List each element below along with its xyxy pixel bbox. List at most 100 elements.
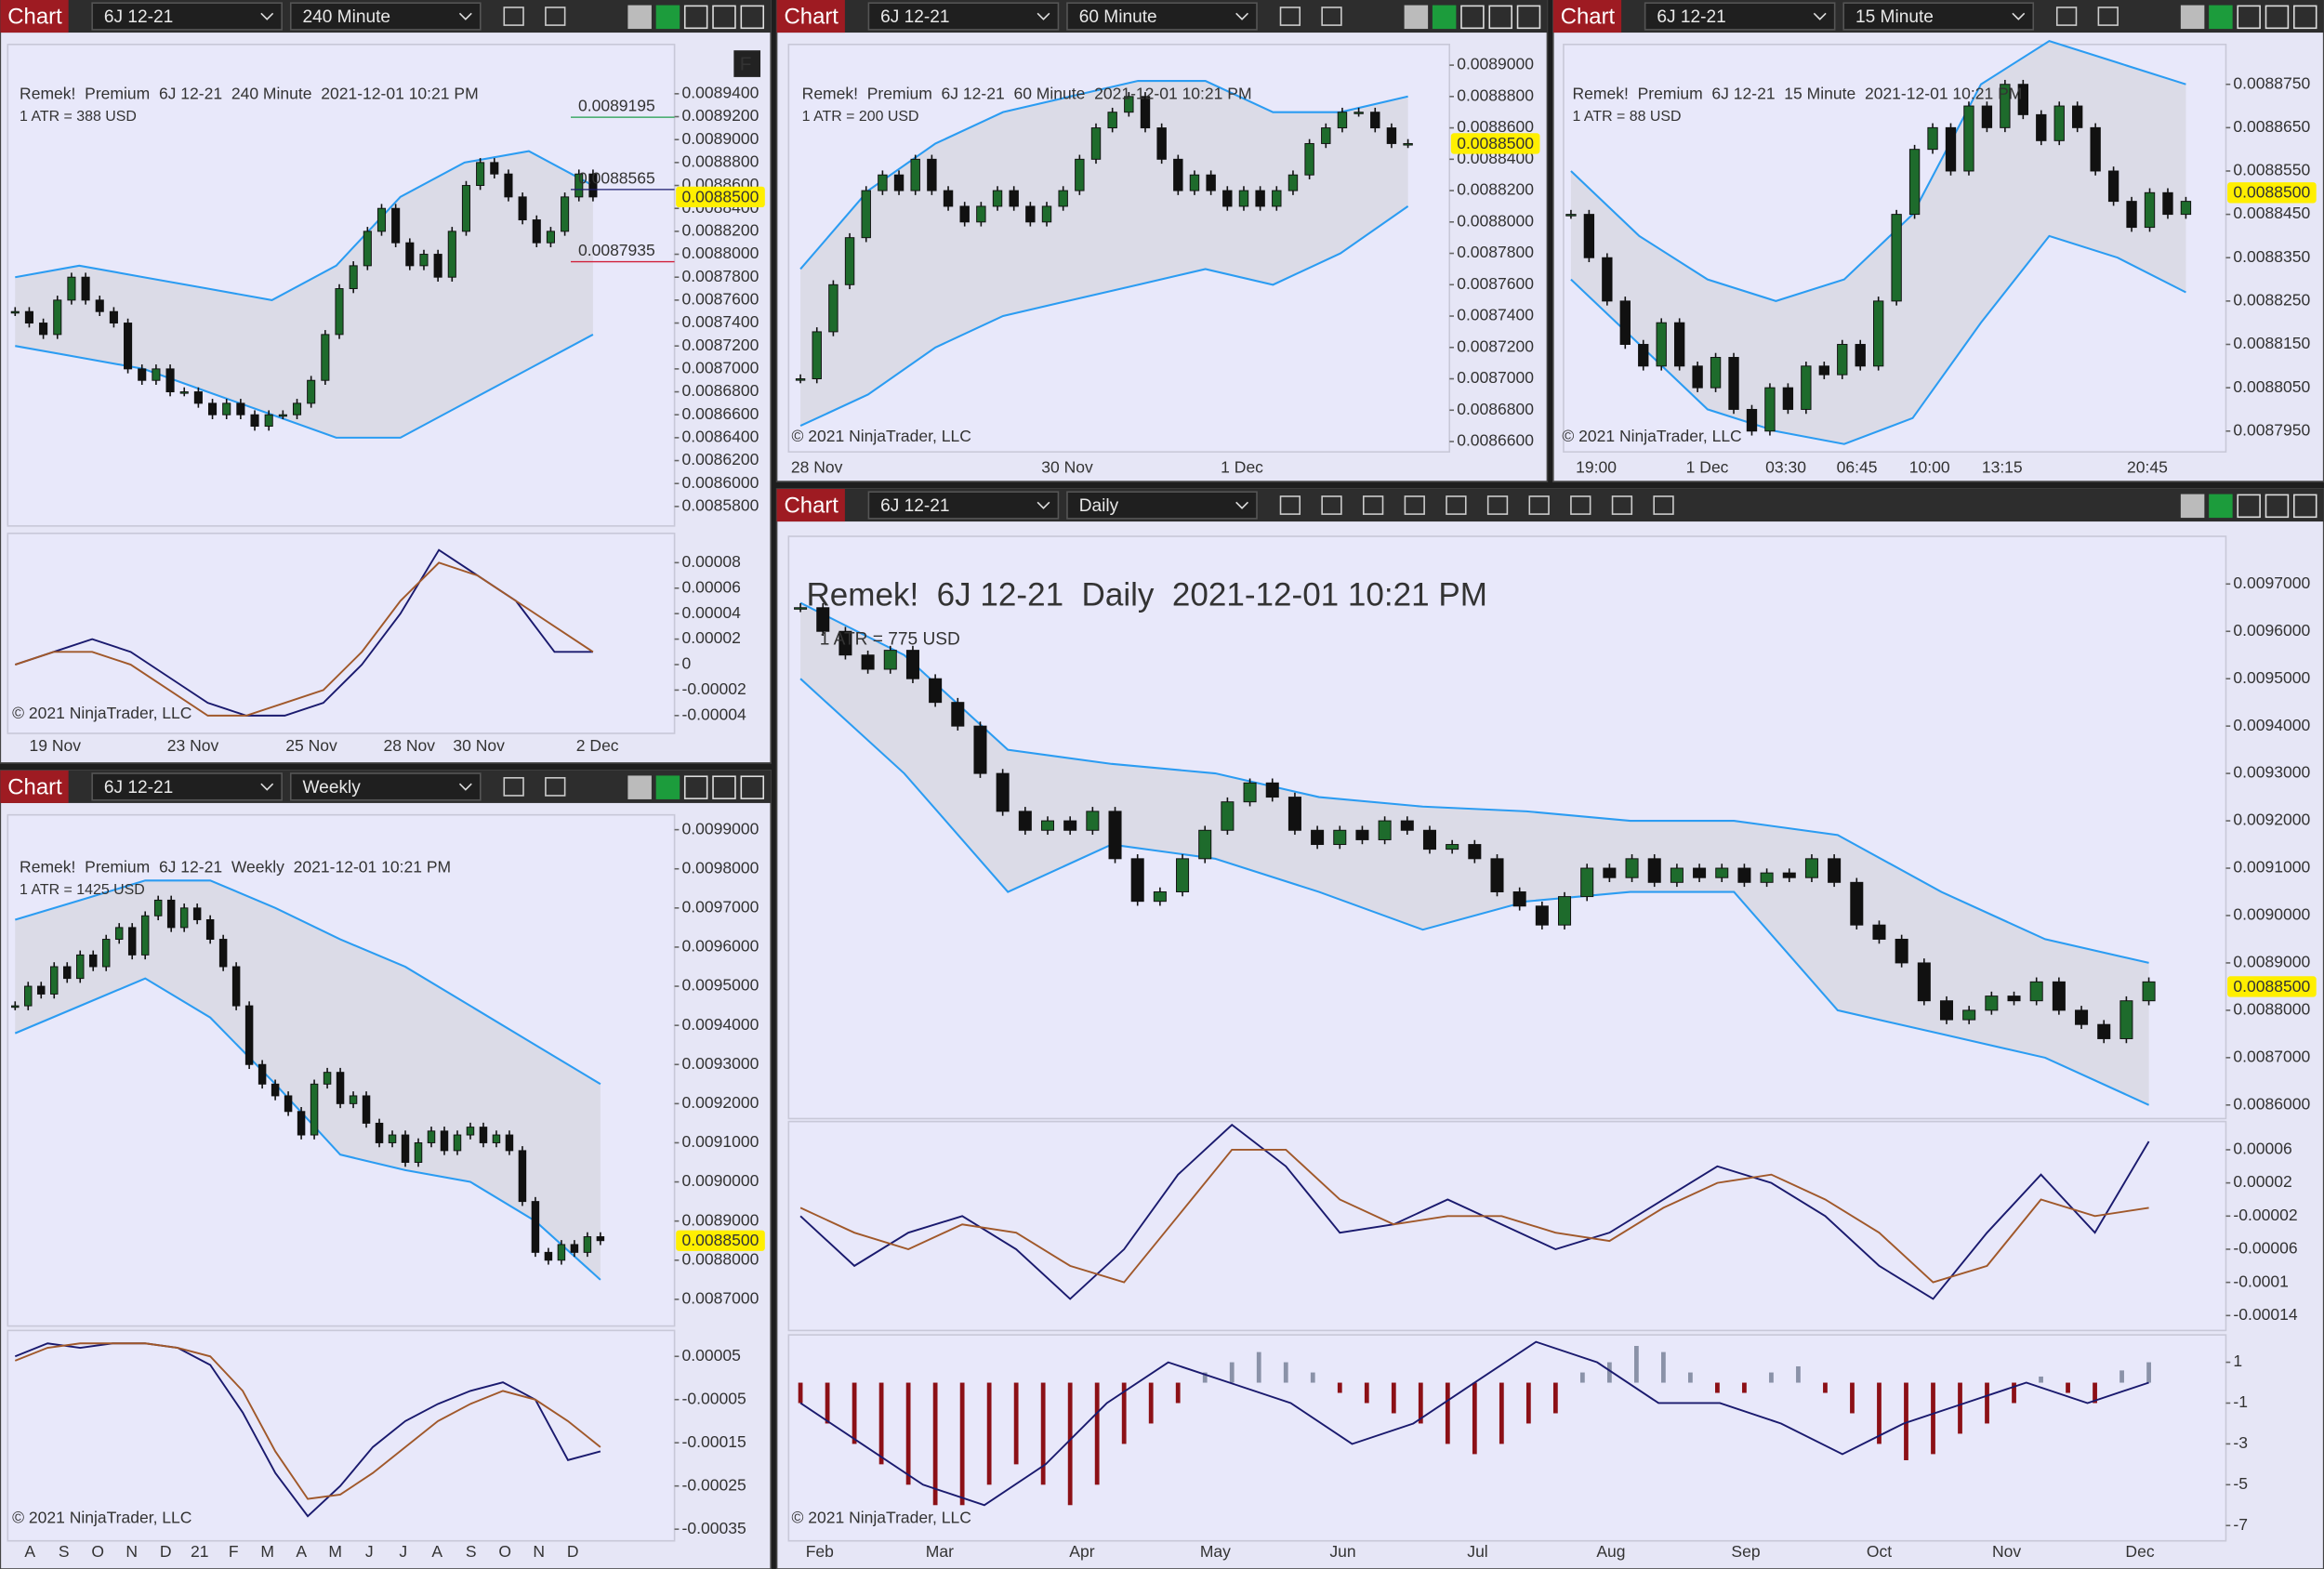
toolbar-icon[interactable] [1362, 495, 1384, 515]
candle [1337, 112, 1348, 129]
y-tick-label: 0.0086600 [1457, 431, 1534, 450]
toolbar-icon[interactable] [1279, 495, 1301, 515]
candle [433, 254, 442, 278]
candle [1124, 96, 1134, 113]
candle [205, 918, 215, 941]
window-button[interactable] [2292, 5, 2317, 30]
period-dropdown[interactable] [289, 2, 482, 31]
window-button[interactable] [627, 5, 652, 30]
candle [193, 391, 203, 404]
window-button[interactable] [1460, 5, 1485, 30]
candle [453, 1134, 462, 1152]
window-button[interactable] [2237, 5, 2261, 30]
window-button[interactable] [2209, 494, 2233, 519]
toolbar-icon[interactable] [1570, 495, 1591, 515]
candle [138, 368, 147, 381]
instrument-dropdown[interactable] [91, 2, 283, 31]
toolbar-icon[interactable] [1321, 7, 1342, 26]
window-button[interactable] [2292, 494, 2317, 519]
x-tick-label: J [365, 1542, 374, 1561]
window-button[interactable] [1516, 5, 1541, 30]
toolbar-icon[interactable] [503, 7, 524, 26]
window-button[interactable] [683, 775, 708, 799]
toolbar-icon[interactable] [1611, 495, 1633, 515]
y-tick-label: 0.00002 [682, 628, 741, 647]
copyright: © 2021 NinjaTrader, LLC [792, 427, 971, 445]
candle [391, 207, 401, 244]
chart-tab[interactable] [0, 0, 69, 33]
window-button[interactable] [2180, 5, 2205, 30]
period-dropdown[interactable] [1842, 2, 2035, 31]
f-badge[interactable] [733, 50, 761, 77]
window-button[interactable] [2237, 494, 2261, 519]
toolbar-icon[interactable] [1404, 495, 1425, 515]
instrument-label: 6J 12-21 [880, 496, 949, 516]
dropdown-chevron [1037, 501, 1050, 509]
window-button[interactable] [683, 5, 708, 30]
toolbar-icon[interactable] [503, 777, 524, 797]
toolbar-icon[interactable] [1653, 495, 1674, 515]
window-button[interactable] [1432, 5, 1457, 30]
instrument-dropdown[interactable] [867, 491, 1060, 520]
last-price-tag [2227, 182, 2317, 204]
candle [1311, 829, 1325, 846]
toolbar-icon[interactable] [545, 7, 566, 26]
toolbar-icon[interactable] [1321, 495, 1342, 515]
window-button[interactable] [655, 5, 680, 30]
y-tick-label: 0.0088600 [1457, 117, 1534, 136]
dropdown-chevron [458, 12, 472, 20]
period-dropdown[interactable] [1066, 2, 1258, 31]
toolbar-icon[interactable] [2055, 7, 2078, 26]
window-button[interactable] [712, 775, 736, 799]
window-button[interactable] [1404, 5, 1429, 30]
chart-tab[interactable] [776, 0, 845, 33]
last-price-label: 0.0088500 [682, 187, 759, 205]
window-button[interactable] [740, 775, 765, 799]
window-button[interactable] [655, 775, 680, 799]
candle [363, 231, 372, 267]
y-tick-label: 0.0089200 [682, 106, 759, 125]
candle [114, 927, 124, 941]
window-button[interactable] [2180, 494, 2205, 519]
y-tick-label: 0.0087800 [1457, 243, 1534, 261]
candle [250, 414, 259, 428]
instrument-dropdown[interactable] [867, 2, 1060, 31]
toolbar-icon[interactable] [1446, 495, 1467, 515]
window-button[interactable] [1488, 5, 1512, 30]
toolbar-icon[interactable] [2097, 7, 2119, 26]
toolbar-icon[interactable] [545, 777, 566, 797]
period-dropdown[interactable] [1066, 491, 1258, 520]
chart-tab[interactable] [776, 489, 845, 522]
histogram-bar [1094, 1382, 1100, 1485]
window-button[interactable] [712, 5, 736, 30]
period-dropdown[interactable] [289, 772, 482, 801]
y-tick-label: 0.0096000 [2233, 621, 2310, 639]
histogram-bar [1742, 1382, 1747, 1393]
window-button[interactable] [2209, 5, 2233, 30]
toolbar-icon[interactable] [1486, 495, 1509, 515]
instrument-dropdown[interactable] [1644, 2, 1836, 31]
window-button[interactable] [2265, 494, 2290, 519]
candle [50, 966, 59, 995]
histogram-bar [825, 1382, 830, 1424]
y-tick-label: 0.0088750 [2233, 73, 2310, 92]
instrument-dropdown[interactable] [91, 772, 283, 801]
histogram-bar [1013, 1382, 1019, 1465]
candle [405, 242, 415, 267]
candle [414, 1141, 423, 1163]
candle [1156, 127, 1167, 160]
window-button[interactable] [2265, 5, 2290, 30]
candle [544, 1251, 553, 1261]
candle [109, 310, 118, 324]
candle [1985, 995, 1999, 1011]
candle [504, 173, 513, 198]
chart-tab[interactable] [1552, 0, 1622, 33]
candle [53, 299, 62, 336]
y-tick-label: 1 [2233, 1351, 2242, 1370]
chart-header: Remek! 6J 12-21 Daily 2021-12-01 10:21 P… [806, 577, 1486, 613]
toolbar-icon[interactable] [1279, 7, 1301, 26]
window-button[interactable] [740, 5, 765, 30]
window-button[interactable] [627, 775, 652, 799]
chart-tab[interactable] [0, 770, 69, 803]
toolbar-icon[interactable] [1528, 495, 1550, 515]
